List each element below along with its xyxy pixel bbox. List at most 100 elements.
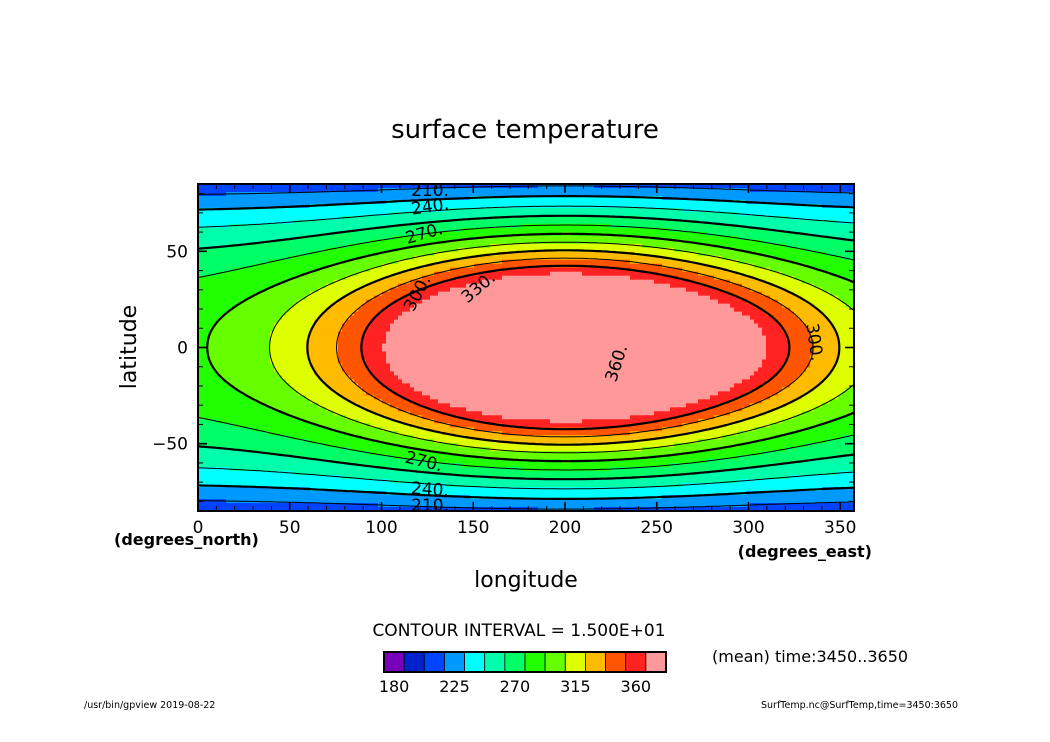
field-cell [418, 303, 423, 309]
field-cell [442, 211, 447, 217]
field-cell [738, 239, 743, 245]
field-cell [626, 195, 631, 201]
field-cell [530, 295, 535, 301]
field-cell [754, 255, 759, 261]
field-cell [726, 203, 731, 209]
field-cell [354, 215, 359, 221]
field-cell [670, 243, 675, 249]
field-cell [418, 223, 423, 229]
field-cell [826, 223, 831, 229]
field-cell [262, 251, 267, 257]
field-cell [214, 267, 219, 273]
field-cell [410, 287, 415, 293]
field-cell [446, 251, 451, 257]
field-cell [290, 215, 295, 221]
field-cell [198, 251, 203, 257]
field-cell [374, 287, 379, 293]
field-cell [670, 239, 675, 245]
field-cell [842, 207, 847, 213]
field-cell [506, 195, 511, 201]
field-cell [326, 251, 331, 257]
field-cell [526, 227, 531, 233]
field-cell [346, 235, 351, 241]
field-cell [642, 267, 647, 273]
field-cell [318, 207, 323, 213]
field-cell [730, 219, 735, 225]
field-cell [798, 271, 803, 277]
field-cell [774, 191, 779, 197]
field-cell [646, 199, 651, 205]
field-cell [742, 215, 747, 221]
field-cell [518, 279, 523, 285]
field-cell [718, 195, 723, 201]
field-cell [210, 219, 215, 225]
field-cell [566, 295, 571, 301]
field-cell [790, 267, 795, 273]
field-cell [274, 223, 279, 229]
field-cell [462, 275, 467, 281]
field-cell [202, 231, 207, 237]
field-cell [678, 267, 683, 273]
field-cell [226, 271, 231, 277]
field-cell [666, 235, 671, 241]
field-cell [234, 235, 239, 241]
field-cell [310, 283, 315, 289]
field-cell [586, 295, 591, 301]
field-cell [502, 295, 507, 301]
field-cell [810, 247, 815, 253]
field-cell [642, 255, 647, 261]
field-cell [222, 291, 227, 297]
field-cell [322, 271, 327, 277]
field-cell [286, 199, 291, 205]
field-cell [778, 191, 783, 197]
field-cell [370, 303, 375, 309]
field-cell [710, 199, 715, 205]
field-cell [850, 275, 854, 281]
field-cell [618, 235, 623, 241]
field-cell [314, 255, 319, 261]
field-cell [538, 243, 543, 249]
field-cell [646, 203, 651, 209]
field-cell [378, 267, 383, 273]
field-cell [850, 211, 854, 217]
field-cell [426, 227, 431, 233]
field-cell [842, 283, 847, 289]
field-cell [590, 207, 595, 213]
field-cell [734, 184, 739, 189]
field-cell [718, 199, 723, 205]
field-cell [334, 295, 339, 301]
field-cell [570, 235, 575, 241]
field-cell [278, 235, 283, 241]
field-cell [242, 223, 247, 229]
field-cell [474, 303, 479, 309]
field-cell [478, 295, 483, 301]
field-cell [282, 211, 287, 217]
field-cell [774, 184, 779, 189]
field-cell [734, 215, 739, 221]
field-cell [522, 251, 527, 257]
field-cell [770, 267, 775, 273]
field-cell [730, 267, 735, 273]
field-cell [338, 203, 343, 209]
field-cell [578, 287, 583, 293]
field-cell [654, 263, 659, 269]
field-cell [746, 259, 751, 265]
field-cell [566, 219, 571, 225]
field-cell [602, 255, 607, 261]
field-cell [846, 291, 851, 297]
field-cell [506, 231, 511, 237]
field-cell [322, 299, 327, 305]
field-cell [290, 207, 295, 213]
field-cell [282, 243, 287, 249]
field-cell [446, 191, 451, 197]
field-cell [778, 251, 783, 257]
field-cell [294, 219, 299, 225]
field-cell [706, 259, 711, 265]
field-cell [586, 187, 591, 193]
field-cell [738, 195, 743, 201]
field-cell [742, 203, 747, 209]
field-cell [446, 255, 451, 261]
field-cell [294, 303, 299, 309]
field-cell [618, 203, 623, 209]
field-cell [850, 267, 854, 273]
